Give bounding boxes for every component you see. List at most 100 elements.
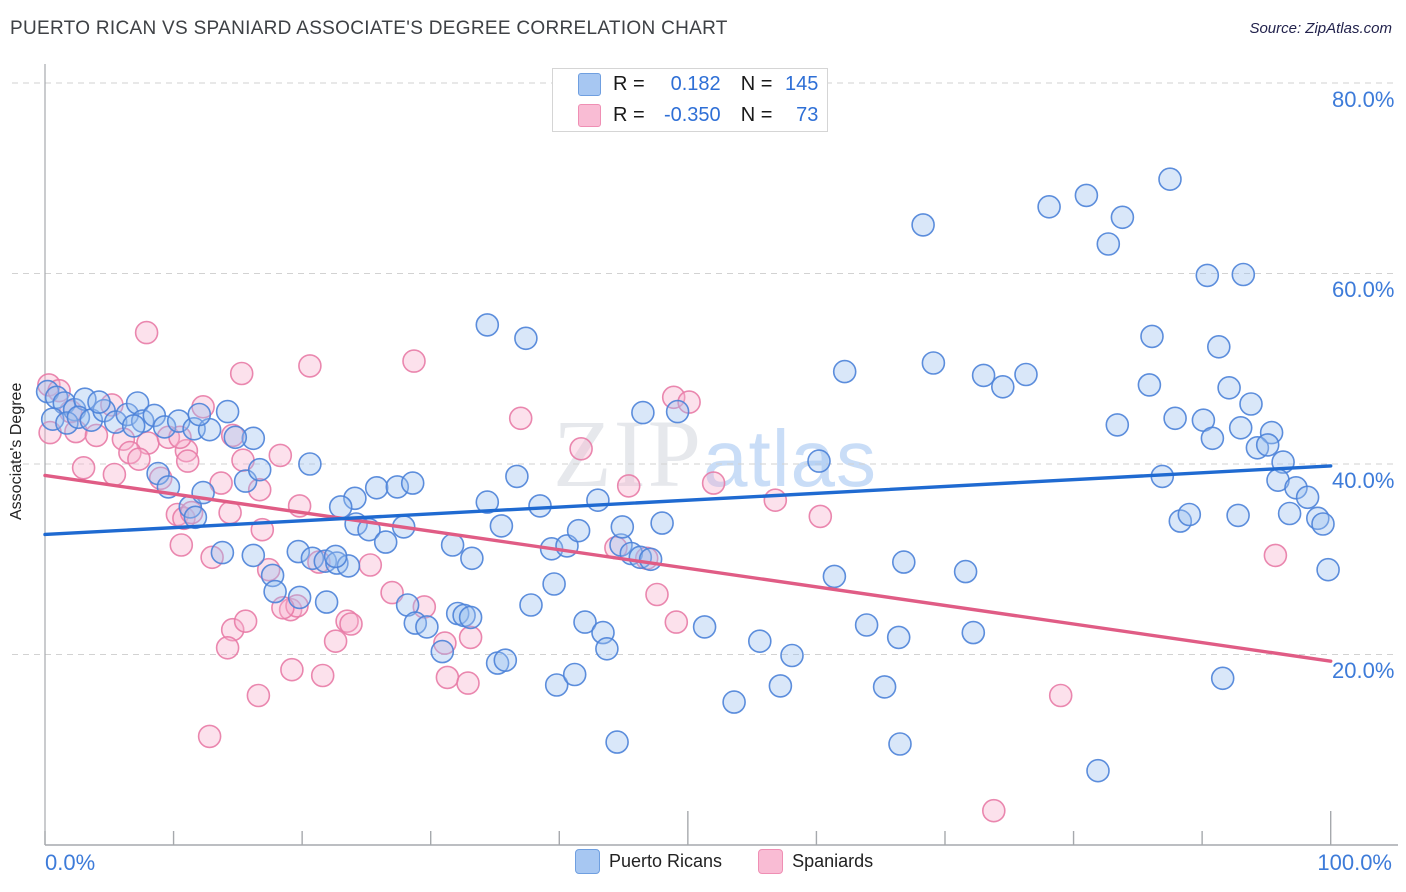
n-value-puerto-ricans: 145: [785, 73, 819, 96]
spaniards-swatch: [578, 103, 601, 127]
scatter-point-puerto-ricans: [1137, 373, 1162, 397]
scatter-point-puerto-ricans: [475, 313, 500, 337]
scatter-point-puerto-ricans: [1096, 232, 1121, 256]
scatter-point-puerto-ricans: [430, 639, 455, 664]
x-axis-max-label: 100.0%: [1317, 850, 1392, 875]
scatter-point-puerto-ricans: [55, 411, 79, 435]
scatter-point-puerto-ricans: [73, 387, 97, 412]
scatter-point-puerto-ricans: [298, 452, 322, 476]
watermark-zip-text: ZIP: [553, 400, 703, 507]
scatter-point-spaniards: [84, 423, 109, 448]
scatter-point-puerto-ricans: [514, 326, 538, 351]
scatter-point-puerto-ricans: [1177, 502, 1202, 527]
scatter-point-puerto-ricans: [328, 495, 353, 519]
scatter-point-puerto-ricans: [475, 490, 500, 514]
scatter-point-puerto-ricans: [886, 625, 911, 650]
x-axis-min-label: 0.0%: [45, 850, 96, 875]
scatter-point-spaniards: [175, 449, 200, 473]
scatter-point-spaniards: [763, 488, 788, 513]
scatter-point-spaniards: [701, 471, 726, 495]
scatter-point-spaniards: [339, 612, 363, 636]
scatter-point-puerto-ricans: [519, 593, 543, 617]
scatter-point-puerto-ricans: [605, 730, 629, 754]
scatter-point-puerto-ricans: [888, 732, 912, 756]
scatter-point-puerto-ricans: [343, 486, 367, 511]
scatter-point-puerto-ricans: [573, 610, 597, 634]
scatter-point-puerto-ricans: [400, 471, 425, 495]
r-value-puerto-ricans: 0.182: [670, 73, 721, 96]
watermark-atlas-text: atlas: [703, 414, 877, 503]
scatter-point-puerto-ricans: [971, 363, 996, 388]
y-tick-label-60: 60.0%: [1332, 277, 1395, 302]
scatter-point-puerto-ricans: [287, 585, 312, 610]
trend-line-spaniards: [43, 473, 1333, 663]
scatter-point-puerto-ricans: [921, 351, 946, 375]
scatter-point-spaniards: [246, 683, 271, 708]
scatter-point-puerto-ricans: [1195, 263, 1220, 288]
scatter-point-spaniards: [209, 471, 233, 495]
scatter-point-puerto-ricans: [1086, 758, 1110, 783]
scatter-point-puerto-ricans: [385, 475, 410, 499]
scatter-point-puerto-ricans: [87, 390, 111, 414]
scatter-point-spaniards: [402, 349, 426, 373]
scatter-point-puerto-ricans: [692, 615, 717, 639]
scatter-point-puerto-ricans: [223, 425, 248, 450]
scatter-point-puerto-ricans: [854, 613, 879, 637]
scatter-point-spaniards: [197, 724, 222, 749]
scatter-point-spaniards: [458, 625, 483, 650]
scatter-point-spaniards: [380, 580, 404, 605]
scatter-point-puerto-ricans: [1311, 512, 1335, 536]
scatter-point-puerto-ricans: [961, 620, 986, 645]
n-label: N =: [740, 103, 773, 126]
scatter-point-puerto-ricans: [458, 605, 483, 630]
scatter-point-puerto-ricans: [722, 690, 746, 714]
scatter-point-puerto-ricans: [1295, 485, 1320, 510]
legend-row-spaniards: R = -0.350 N = 73: [553, 101, 827, 130]
scatter-point-puerto-ricans: [1226, 503, 1250, 528]
scatter-point-puerto-ricans: [610, 515, 635, 539]
spaniards-legend-label: Spaniards: [792, 851, 874, 871]
scatter-point-spaniards: [127, 447, 151, 472]
scatter-point-spaniards: [71, 455, 96, 480]
scatter-point-puerto-ricans: [1210, 666, 1235, 691]
r-label: R =: [613, 103, 645, 126]
scatter-point-puerto-ricans: [183, 505, 208, 530]
y-tick-label-20: 20.0%: [1332, 658, 1395, 683]
scatter-point-spaniards: [134, 320, 159, 345]
scatter-point-puerto-ricans: [1277, 501, 1302, 526]
scatter-point-puerto-ricans: [336, 554, 361, 578]
puerto-ricans-legend-label: Puerto Ricans: [609, 851, 723, 871]
scatter-point-puerto-ricans: [780, 643, 804, 668]
scatter-point-puerto-ricans: [241, 543, 266, 568]
scatter-point-spaniards: [233, 609, 258, 634]
scatter-point-puerto-ricans: [990, 374, 1015, 399]
scatter-point-puerto-ricans: [566, 518, 591, 543]
scatter-point-puerto-ricans: [911, 213, 935, 237]
scatter-point-spaniards: [280, 657, 304, 682]
scatter-point-spaniards: [508, 406, 533, 431]
scatter-point-spaniards: [456, 671, 480, 695]
scatter-point-puerto-ricans: [953, 559, 978, 584]
scatter-point-puerto-ricans: [1255, 433, 1280, 457]
r-value-spaniards: -0.350: [663, 103, 721, 126]
scatter-point-puerto-ricans: [493, 648, 518, 673]
scatter-point-puerto-ricans: [323, 544, 348, 569]
scatter-point-puerto-ricans: [768, 674, 793, 698]
scatter-point-puerto-ricans: [215, 399, 240, 424]
scatter-point-puerto-ricans: [210, 540, 235, 565]
scatter-point-puerto-ricans: [807, 449, 831, 473]
scatter-point-spaniards: [335, 609, 359, 634]
scatter-point-puerto-ricans: [103, 410, 128, 434]
scatter-point-puerto-ricans: [286, 539, 311, 564]
scatter-point-puerto-ricans: [1316, 557, 1340, 582]
n-label: N =: [740, 73, 773, 96]
scatter-point-spaniards: [981, 798, 1006, 823]
series-legend: Puerto Ricans Spaniards: [575, 849, 873, 874]
zipatlas-watermark: ZIPatlas: [553, 398, 877, 509]
scatter-point-puerto-ricans: [364, 475, 389, 500]
scatter-point-puerto-ricans: [542, 572, 566, 596]
scatter-point-puerto-ricans: [440, 533, 465, 557]
scatter-point-puerto-ricans: [1231, 262, 1256, 287]
scatter-point-puerto-ricans: [528, 494, 552, 518]
